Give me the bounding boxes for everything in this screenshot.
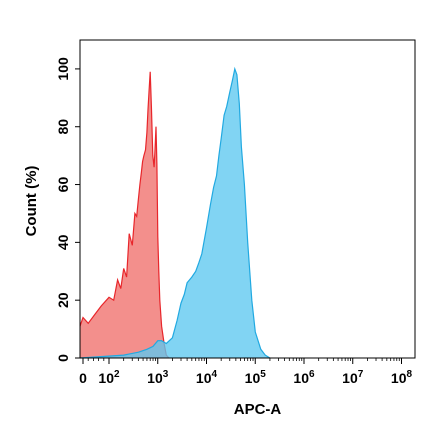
x-tick-label: 106	[293, 369, 315, 386]
y-tick-label: 60	[55, 177, 71, 193]
y-axis-label: Count (%)	[23, 166, 40, 237]
y-tick-label: 40	[55, 234, 71, 250]
series-line-1	[79, 71, 170, 359]
series-layer	[79, 66, 271, 359]
y-tick-label: 0	[55, 354, 71, 362]
y-tick-label: 100	[55, 57, 71, 81]
y-axis: 0 20 40 60 80 100	[55, 57, 80, 362]
x-axis: 0 102 103 104 105 106 107 108	[79, 358, 413, 386]
y-tick-label: 80	[55, 119, 71, 135]
x-tick-label: 104	[196, 369, 218, 386]
series-area-2	[80, 68, 270, 359]
series-line-2	[79, 66, 271, 359]
x-tick-label: 103	[147, 369, 169, 386]
x-tick-label: 102	[98, 369, 120, 386]
x-tick-label: 108	[391, 369, 413, 386]
x-tick-label: 105	[245, 369, 267, 386]
x-tick-label: 107	[342, 369, 364, 386]
x-axis-label: APC-A	[234, 401, 282, 418]
series-area-1	[80, 71, 169, 359]
y-tick-label: 20	[55, 292, 71, 308]
x-tick-label: 0	[79, 370, 87, 386]
